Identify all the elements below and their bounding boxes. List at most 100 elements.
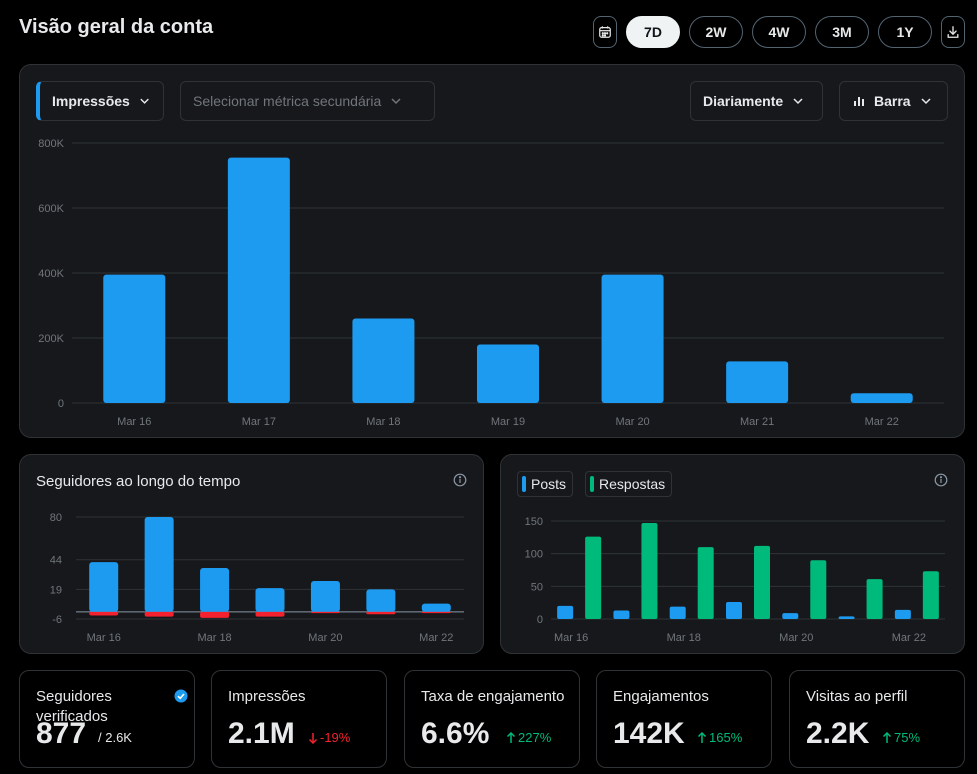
arrow-up-icon xyxy=(882,731,892,743)
card-label: Visitas ao perfil xyxy=(806,688,908,705)
info-icon[interactable] xyxy=(934,473,948,487)
legend-replies-swatch xyxy=(590,476,595,492)
chart-type-label: Barra xyxy=(874,93,911,109)
gain-bar xyxy=(200,568,230,612)
followers-chart-panel: Seguidores ao longo do tempo -6 19 44 80 Mar… xyxy=(19,454,484,654)
gain-bar xyxy=(310,581,340,612)
legend-replies-label: Respostas xyxy=(599,476,666,492)
x-tick-label: Mar 16 xyxy=(554,632,588,644)
replies-bar xyxy=(810,560,827,619)
range-4w-button[interactable]: 4W xyxy=(752,16,806,48)
x-tick-label: Mar 20 xyxy=(308,632,342,644)
secondary-metric-dropdown[interactable]: Selecionar métrica secundária xyxy=(180,81,435,121)
card-engagements[interactable]: Engajamentos 142K 165% xyxy=(596,670,772,768)
loss-bar xyxy=(366,611,396,615)
x-tick-label: Mar 19 xyxy=(491,416,525,428)
range-2w-button[interactable]: 2W xyxy=(689,16,743,48)
range-3m-button[interactable]: 3M xyxy=(815,16,869,48)
bar xyxy=(477,344,539,403)
followers-title: Seguidores ao longo do tempo xyxy=(36,473,241,490)
card-trend-value: 227% xyxy=(518,730,552,745)
loss-bar xyxy=(89,611,119,616)
legend-posts[interactable]: Posts xyxy=(517,471,574,497)
card-impressions[interactable]: Impressões 2.1M -19% xyxy=(211,670,387,768)
calendar-icon xyxy=(599,26,611,38)
bar xyxy=(850,393,913,403)
posts-bar xyxy=(557,605,574,619)
card-label: Engajamentos xyxy=(613,688,709,705)
chevron-down-icon xyxy=(921,98,931,105)
y-tick-label: 80 xyxy=(50,512,62,524)
posts-bar xyxy=(838,616,855,619)
chevron-down-icon xyxy=(793,98,803,105)
y-tick-label: 0 xyxy=(58,398,64,410)
x-tick-label: Mar 22 xyxy=(419,632,453,644)
interval-dropdown[interactable]: Diariamente xyxy=(690,81,823,121)
x-tick-label: Mar 20 xyxy=(615,416,649,428)
legend-posts-swatch xyxy=(522,476,526,492)
bar xyxy=(601,274,664,403)
chart-type-dropdown[interactable]: Barra xyxy=(839,81,948,121)
y-tick-label: 800K xyxy=(38,138,64,150)
card-trend-value: 165% xyxy=(709,730,743,745)
range-1y-button[interactable]: 1Y xyxy=(878,16,932,48)
range-7d-button[interactable]: 7D xyxy=(626,16,680,48)
chevron-down-icon xyxy=(140,98,149,104)
y-tick-label: 400K xyxy=(38,268,64,280)
legend-posts-label: Posts xyxy=(531,476,567,492)
card-verified-followers[interactable]: Seguidores verificados 877 / 2.6K xyxy=(19,670,195,768)
y-tick-label: 600K xyxy=(38,203,64,215)
gain-bar xyxy=(89,562,119,612)
verified-badge-icon xyxy=(174,689,188,703)
x-tick-label: Mar 22 xyxy=(892,632,926,644)
x-tick-label: Mar 18 xyxy=(197,632,231,644)
card-label: Taxa de engajamento xyxy=(421,688,565,705)
card-trend: -19% xyxy=(308,730,350,745)
loss-bar xyxy=(200,611,230,618)
gain-bar xyxy=(366,589,396,612)
x-tick-label: Mar 18 xyxy=(366,416,400,428)
x-tick-label: Mar 20 xyxy=(779,632,813,644)
card-profile-visits[interactable]: Visitas ao perfil 2.2K 75% xyxy=(789,670,965,768)
chevron-down-icon xyxy=(391,98,401,105)
interval-label: Diariamente xyxy=(703,93,784,109)
arrow-down-icon xyxy=(308,732,318,744)
loss-bar xyxy=(421,611,451,614)
primary-metric-dropdown[interactable]: Impressões xyxy=(36,81,164,121)
y-tick-label: 50 xyxy=(531,581,543,593)
y-tick-label: 100 xyxy=(525,549,543,561)
card-trend-value: -19% xyxy=(320,730,351,745)
calendar-button[interactable] xyxy=(593,16,617,48)
arrow-up-icon xyxy=(506,731,516,743)
x-tick-label: Mar 16 xyxy=(117,416,151,428)
followers-bar-chart: -6 19 44 80 Mar 16 Mar 18 Mar 20 Mar 22 xyxy=(50,512,464,644)
info-icon[interactable] xyxy=(453,473,467,487)
card-label: Seguidores verificados xyxy=(36,688,112,725)
card-label: Impressões xyxy=(228,688,306,705)
replies-bar xyxy=(866,579,883,619)
card-trend: 75% xyxy=(882,730,920,745)
loss-bar xyxy=(144,611,174,617)
posts-bar xyxy=(613,610,630,619)
posts-bar xyxy=(782,613,799,619)
bar xyxy=(726,361,789,403)
loss-bar xyxy=(310,611,340,614)
posts-chart-panel: Posts Respostas 0 50 100 150 Mar 16 Mar 18 Mar… xyxy=(500,454,965,654)
y-tick-label: 0 xyxy=(537,614,543,626)
date-range-selector: 7D 2W 4W 3M 1Y xyxy=(593,16,965,48)
posts-bar xyxy=(894,609,911,619)
arrow-up-icon xyxy=(697,731,707,743)
card-value: 2.2K xyxy=(806,717,870,750)
replies-bar xyxy=(585,536,602,619)
impressions-bar-chart: 0 200K 400K 600K 800K Mar 16 Mar 17 Mar 18 Mar 1… xyxy=(38,138,944,428)
replies-bar xyxy=(641,522,658,619)
card-value: 142K xyxy=(613,717,685,750)
card-sub: / 2.6K xyxy=(98,730,132,745)
card-trend: 227% xyxy=(506,730,551,745)
gain-bar xyxy=(421,603,451,612)
legend-replies[interactable]: Respostas xyxy=(585,471,673,497)
y-tick-label: 19 xyxy=(50,584,62,596)
card-engagement-rate[interactable]: Taxa de engajamento 6.6% 227% xyxy=(404,670,580,768)
y-tick-label: 44 xyxy=(50,555,62,567)
download-button[interactable] xyxy=(941,16,965,48)
